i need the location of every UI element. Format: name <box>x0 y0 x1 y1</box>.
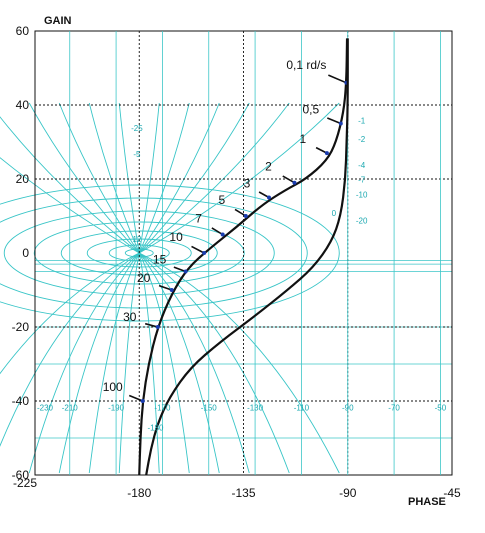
contour-arc <box>138 252 250 474</box>
closed-loop-gain-label: 12 <box>132 235 141 244</box>
frequency-label: 20 <box>137 271 151 285</box>
contour-arc <box>88 102 140 254</box>
curves <box>128 38 349 476</box>
frequency-label: 0,1 rd/s <box>286 58 326 72</box>
y-tick-label: 40 <box>16 98 30 112</box>
minor-tick-label: -210 <box>62 403 79 412</box>
contour-arc <box>138 102 290 254</box>
contour-arc <box>58 252 140 474</box>
frequency-marker <box>140 399 145 403</box>
x-tick-label: -225 <box>13 476 37 490</box>
frequency-label: 2 <box>265 160 272 174</box>
frequency-marker <box>183 269 188 274</box>
frequency-leader <box>158 284 172 291</box>
contour-arc <box>139 252 290 474</box>
closed-loop-gain-label: -180 <box>147 424 164 433</box>
frequency-leader <box>282 175 295 184</box>
contour-arc <box>0 157 140 254</box>
frequency-label: 30 <box>123 310 137 324</box>
minor-tick-label: -190 <box>108 403 125 412</box>
y-axis-title: GAIN <box>44 15 72 27</box>
contour-arc <box>138 252 220 474</box>
closed-loop-gain-label: -5 <box>133 150 141 159</box>
contour-arc <box>139 102 340 254</box>
minor-tick-label: -90 <box>342 403 354 412</box>
contour-arc <box>138 102 190 254</box>
y-tick-label: 20 <box>16 172 30 186</box>
contour-arc <box>88 252 140 474</box>
minor-tick-label: -130 <box>247 403 264 412</box>
frequency-label: 1 <box>300 132 307 146</box>
closed-loop-gain-label: -4 <box>358 161 366 170</box>
contour-arc <box>28 102 140 254</box>
frequency-leader <box>328 74 347 84</box>
contour-arc <box>118 102 140 254</box>
minor-tick-label: -70 <box>388 403 400 412</box>
x-tick-label: -45 <box>443 486 461 500</box>
contour-arc <box>138 252 160 474</box>
y-tick-label: 0 <box>22 246 29 260</box>
frequency-label: 5 <box>218 193 225 207</box>
frequency-marker <box>169 288 174 292</box>
contour-arc <box>138 102 220 254</box>
contour-arc <box>0 252 140 375</box>
closed-loop-gain-label: -7 <box>358 176 366 185</box>
minor-tick-label: -170 <box>154 403 171 412</box>
contour-arc <box>138 102 250 254</box>
contour-arc <box>138 252 190 474</box>
closed-loop-gain-label: 0 <box>332 209 337 218</box>
contour-arc <box>0 116 140 254</box>
frequency-marker <box>324 151 329 156</box>
x-tick-label: -135 <box>231 486 255 500</box>
frequency-marker <box>155 325 160 329</box>
frequency-marker <box>266 195 271 200</box>
minor-tick-label: -150 <box>201 403 218 412</box>
frequency-marker <box>202 251 207 255</box>
frequency-marker <box>220 232 225 237</box>
y-tick-label: -40 <box>12 394 30 408</box>
contour-arc <box>28 252 140 474</box>
contour-arc <box>139 252 340 474</box>
frequency-label: 7 <box>195 212 202 226</box>
frequency-marker <box>243 214 248 218</box>
minor-tick-label: -50 <box>435 403 447 412</box>
open-loop-curve <box>138 38 349 476</box>
contour-arc <box>0 252 140 448</box>
closed-loop-gain-label: -2 <box>358 135 366 144</box>
closed-loop-gain-label: -20 <box>356 216 368 225</box>
contour-arc <box>58 102 140 254</box>
frequency-leader <box>211 227 224 236</box>
frequency-leader <box>315 146 328 154</box>
frequency-marker <box>338 121 343 126</box>
contour-arc <box>138 102 160 254</box>
minor-tick-label: -110 <box>294 403 310 412</box>
open-loop-curve <box>145 38 349 476</box>
frequency-label: 0,5 <box>302 103 319 117</box>
frequency-leader <box>191 245 205 254</box>
x-tick-label: -180 <box>127 486 151 500</box>
closed-loop-gain-label: -10 <box>356 191 368 200</box>
frequency-leader <box>144 322 158 328</box>
frequency-leader <box>173 266 186 273</box>
frequency-label: 10 <box>169 230 183 244</box>
y-tick-label: 60 <box>16 24 30 38</box>
frequency-leader <box>234 208 247 217</box>
contour-arc <box>118 252 140 474</box>
frequency-label: 100 <box>103 380 123 394</box>
frequency-label: 3 <box>244 177 251 191</box>
frequency-marker <box>292 180 297 185</box>
frequency-leader <box>326 117 342 125</box>
minor-tick-label: -230 <box>37 403 54 412</box>
frequency-label: 15 <box>153 253 167 267</box>
y-tick-label: -60 <box>12 468 30 482</box>
y-tick-label: -20 <box>12 320 30 334</box>
closed-loop-gain-label: -25 <box>131 124 143 133</box>
frequency-leader <box>128 394 144 402</box>
x-axis-title: PHASE <box>408 496 446 508</box>
x-tick-label: -90 <box>339 486 357 500</box>
closed-loop-gain-label: -1 <box>358 117 366 126</box>
